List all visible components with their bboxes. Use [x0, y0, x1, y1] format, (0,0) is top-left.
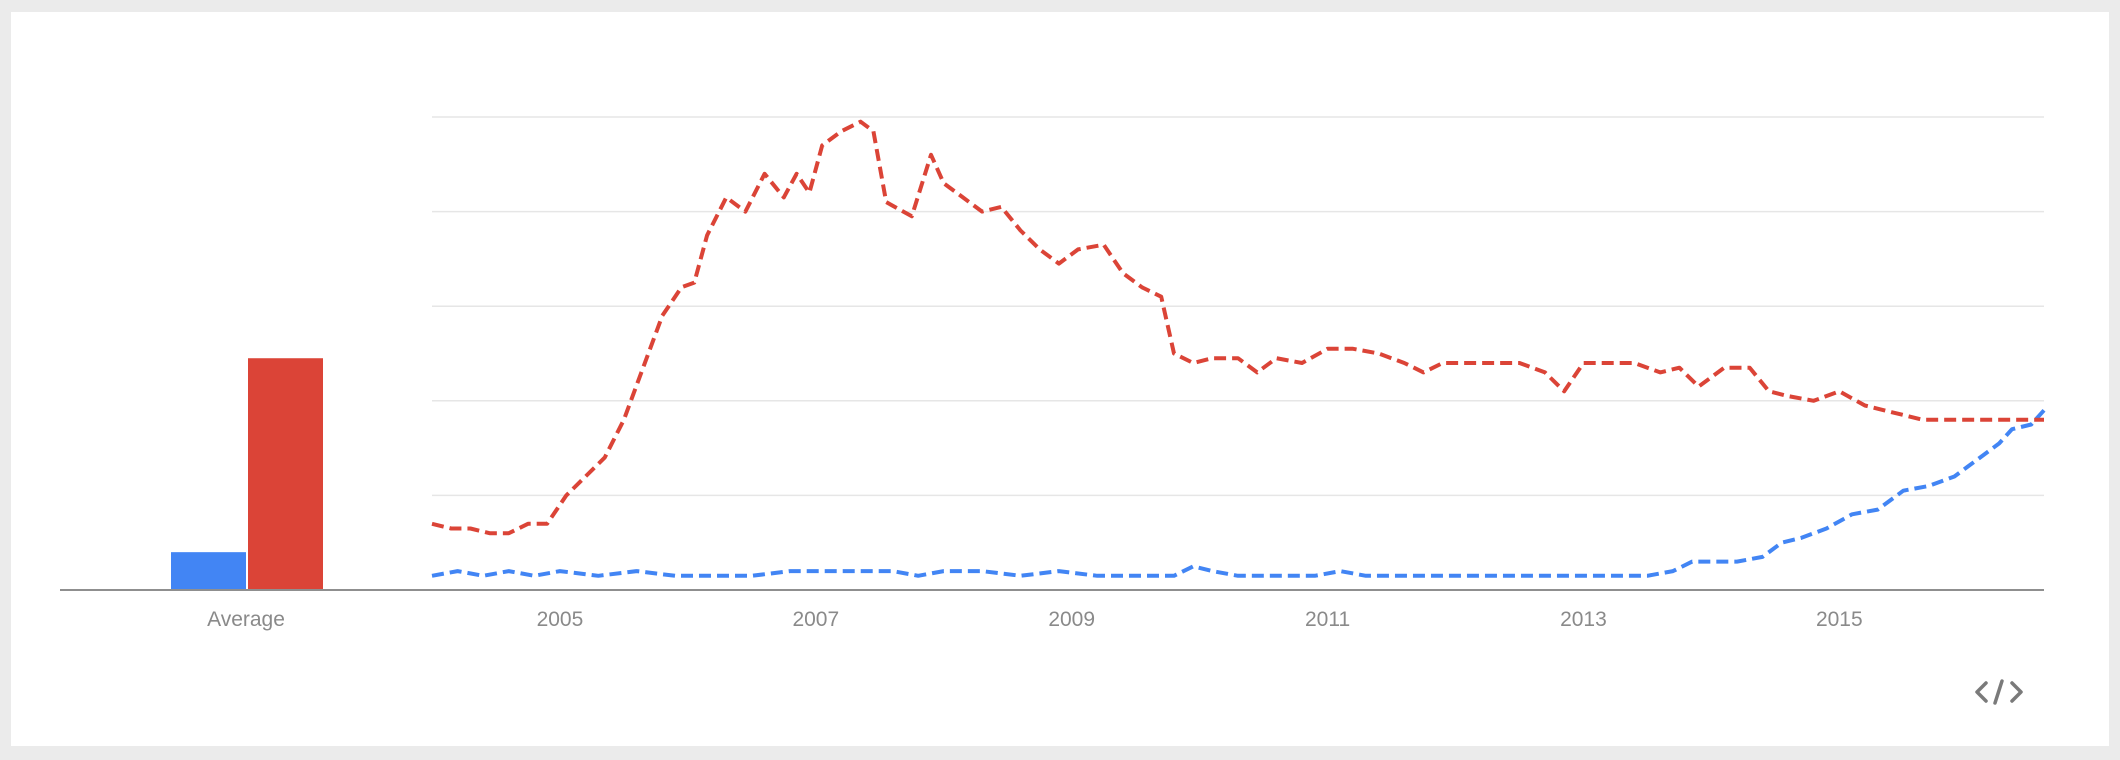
x-tick-label: 2005	[537, 608, 584, 631]
series-lines	[431, 119, 2046, 578]
series-line-2	[431, 119, 2044, 536]
average-bar-1	[171, 552, 246, 590]
embed-code-button[interactable]	[1971, 672, 2027, 712]
chart-card: Average 2005 2007 2009 2011 2013 2015	[11, 12, 2109, 746]
x-tick-labels: 2005 2007 2009 2011 2013 2015	[537, 608, 1863, 631]
series-line-1	[431, 408, 2046, 578]
average-bars	[171, 358, 323, 590]
x-tick-label: 2013	[1560, 608, 1607, 631]
average-bar-2	[248, 358, 323, 590]
average-tick-label: Average	[207, 608, 285, 631]
x-tick-label: 2009	[1048, 608, 1095, 631]
trend-chart: Average 2005 2007 2009 2011 2013 2015	[60, 116, 2046, 631]
x-tick-label: 2015	[1816, 608, 1863, 631]
x-tick-label: 2007	[792, 608, 839, 631]
gridlines	[432, 116, 2044, 497]
code-embed-icon	[1975, 679, 2023, 705]
x-tick-label: 2011	[1305, 608, 1350, 631]
